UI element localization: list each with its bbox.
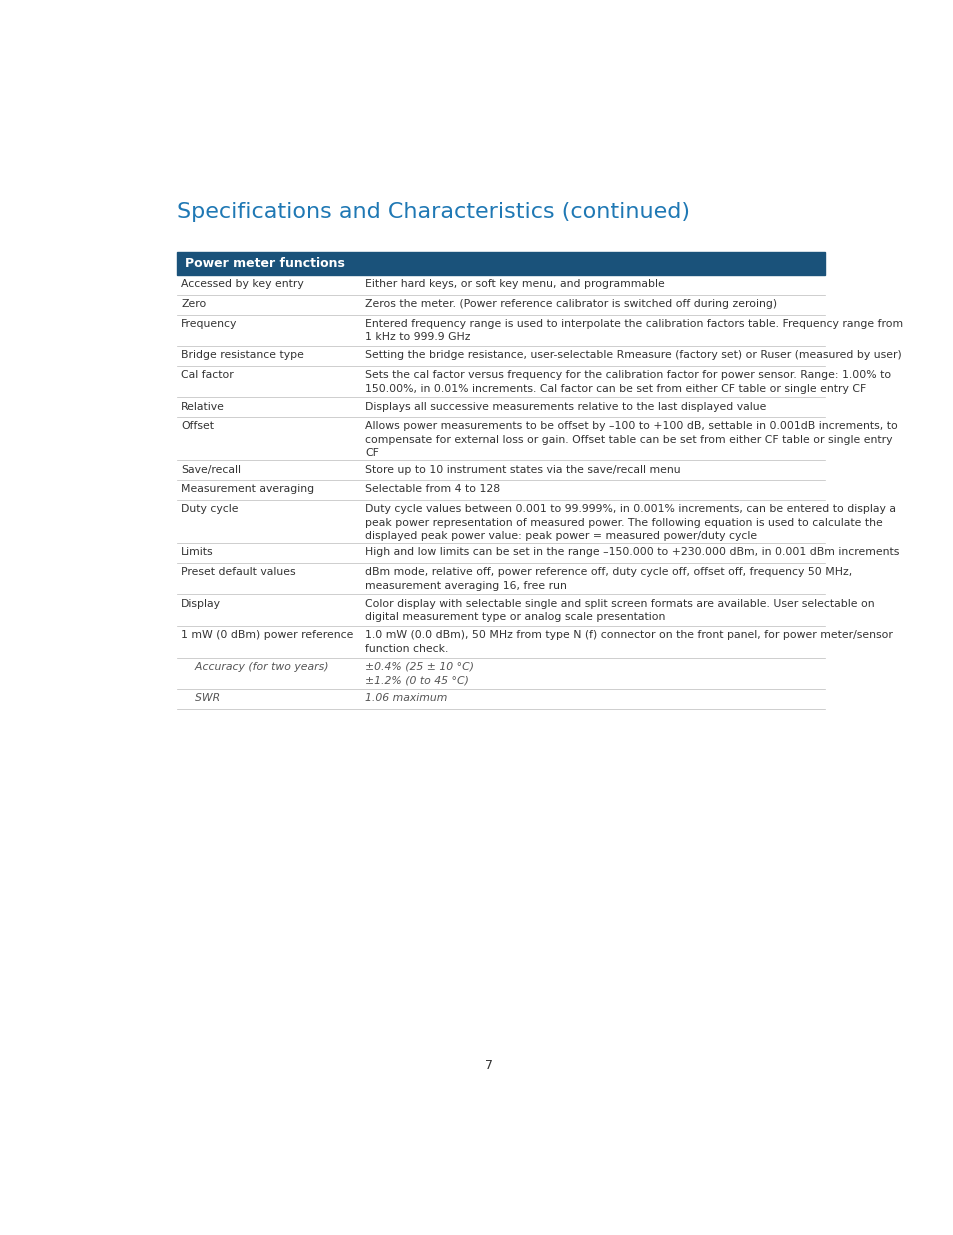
Text: SWR: SWR — [181, 693, 220, 704]
Text: 1 mW (0 dBm) power reference: 1 mW (0 dBm) power reference — [181, 630, 354, 640]
Text: Save/recall: Save/recall — [181, 464, 241, 474]
Text: 1.0 mW (0.0 dBm), 50 MHz from type N (f) connector on the front panel, for power: 1.0 mW (0.0 dBm), 50 MHz from type N (f)… — [365, 630, 892, 653]
Text: Zeros the meter. (Power reference calibrator is switched off during zeroing): Zeros the meter. (Power reference calibr… — [365, 299, 777, 309]
Text: Specifications and Characteristics (continued): Specifications and Characteristics (cont… — [177, 203, 690, 222]
Text: Displays all successive measurements relative to the last displayed value: Displays all successive measurements rel… — [365, 401, 766, 411]
Text: ±0.4% (25 ± 10 °C)
±1.2% (0 to 45 °C): ±0.4% (25 ± 10 °C) ±1.2% (0 to 45 °C) — [365, 662, 474, 685]
Text: Either hard keys, or soft key menu, and programmable: Either hard keys, or soft key menu, and … — [365, 279, 664, 289]
Text: Selectable from 4 to 128: Selectable from 4 to 128 — [365, 484, 500, 494]
Text: Bridge resistance type: Bridge resistance type — [181, 351, 304, 361]
Text: Sets the cal factor versus frequency for the calibration factor for power sensor: Sets the cal factor versus frequency for… — [365, 370, 890, 394]
Text: Duty cycle: Duty cycle — [181, 504, 238, 514]
Text: Setting the bridge resistance, user-selectable Rmeasure (factory set) or Ruser (: Setting the bridge resistance, user-sele… — [365, 351, 902, 361]
Text: Relative: Relative — [181, 401, 225, 411]
Text: Offset: Offset — [181, 421, 214, 431]
Text: Zero: Zero — [181, 299, 206, 309]
Text: Color display with selectable single and split screen formats are available. Use: Color display with selectable single and… — [365, 599, 874, 622]
Text: 7: 7 — [484, 1060, 493, 1072]
Text: Limits: Limits — [181, 547, 213, 557]
Text: High and low limits can be set in the range –150.000 to +230.000 dBm, in 0.001 d: High and low limits can be set in the ra… — [365, 547, 899, 557]
Text: Cal factor: Cal factor — [181, 370, 233, 380]
Text: Preset default values: Preset default values — [181, 567, 295, 577]
Text: Duty cycle values between 0.001 to 99.999%, in 0.001% increments, can be entered: Duty cycle values between 0.001 to 99.99… — [365, 504, 896, 541]
Text: Frequency: Frequency — [181, 319, 237, 329]
Text: Allows power measurements to be offset by –100 to +100 dB, settable in 0.001dB i: Allows power measurements to be offset b… — [365, 421, 897, 458]
Text: Accuracy (for two years): Accuracy (for two years) — [181, 662, 329, 672]
Text: Display: Display — [181, 599, 221, 609]
Text: Accessed by key entry: Accessed by key entry — [181, 279, 304, 289]
Text: Power meter functions: Power meter functions — [185, 257, 345, 270]
Text: Measurement averaging: Measurement averaging — [181, 484, 314, 494]
Text: Store up to 10 instrument states via the save/recall menu: Store up to 10 instrument states via the… — [365, 464, 680, 474]
Text: 1.06 maximum: 1.06 maximum — [365, 693, 447, 704]
Text: Entered frequency range is used to interpolate the calibration factors table. Fr: Entered frequency range is used to inter… — [365, 319, 902, 342]
Text: dBm mode, relative off, power reference off, duty cycle off, offset off, frequen: dBm mode, relative off, power reference … — [365, 567, 852, 590]
Bar — [177, 252, 823, 275]
